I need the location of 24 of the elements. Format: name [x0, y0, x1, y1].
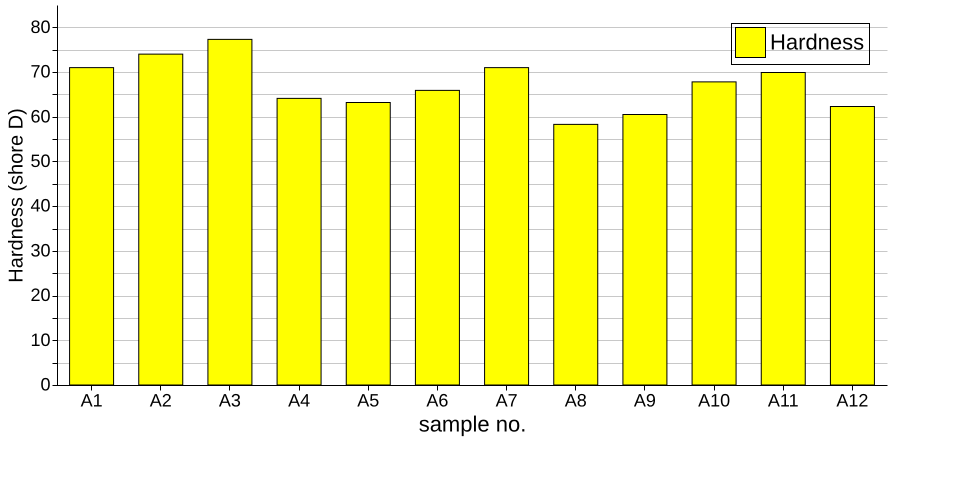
y-tick-label: 20	[30, 285, 50, 306]
x-tick-label: A6	[426, 390, 448, 410]
x-axis-title: sample no.	[418, 412, 526, 436]
x-tick-label: A1	[80, 390, 103, 410]
y-tick-label: 30	[30, 240, 50, 260]
x-tick-label: A7	[496, 390, 518, 410]
y-tick-label: 40	[30, 196, 50, 216]
y-axis-title: Hardness (shore D)	[5, 108, 28, 283]
y-tick-label: 10	[30, 330, 50, 350]
x-tick-label: A8	[564, 390, 587, 410]
y-tick-label: 50	[30, 150, 50, 171]
x-tick-label: A9	[634, 390, 656, 410]
legend-label: Hardness	[770, 30, 864, 54]
y-tick-label: 0	[40, 374, 50, 394]
x-tick-label: A5	[357, 390, 380, 410]
x-tick-label: A3	[218, 390, 241, 410]
x-tick-label: A10	[698, 390, 730, 410]
x-tick-label: A12	[836, 390, 868, 410]
y-tick-label: 70	[30, 62, 50, 82]
x-tick-label: A2	[150, 390, 172, 410]
x-tick-label: A4	[288, 390, 310, 410]
y-tick-label: 80	[30, 16, 50, 37]
x-tick-label: A11	[768, 390, 799, 410]
y-tick-label: 60	[30, 106, 50, 126]
